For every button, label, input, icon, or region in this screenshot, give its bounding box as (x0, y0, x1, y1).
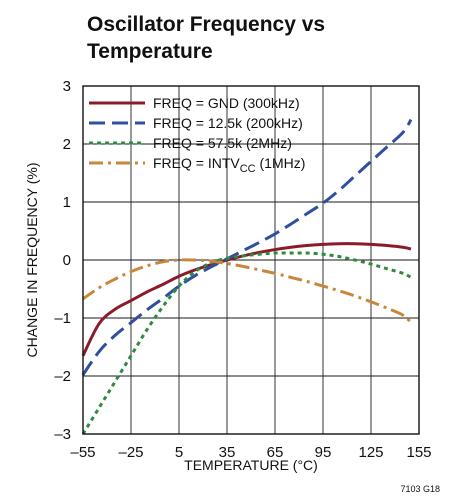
legend-label-subscript: CC (240, 163, 256, 175)
legend-label-main: FREQ = INTV (153, 155, 240, 171)
y-tick-labels: 3 2 1 0 –1 –2 –3 (54, 78, 71, 443)
x-tick-label: –55 (70, 444, 95, 461)
series-line-2 (81, 118, 413, 376)
x-tick-label: 125 (358, 444, 383, 461)
y-tick-label: 2 (63, 136, 71, 153)
legend-label-main: FREQ = GND (300kHz) (153, 95, 300, 111)
x-tick-label: –25 (118, 444, 143, 461)
legend-label-1: FREQ = GND (300kHz) (153, 95, 300, 111)
legend-label-tail: (1MHz) (256, 155, 306, 171)
legend-label-main: FREQ = 57.5k (2MHz) (153, 135, 292, 151)
x-axis-label: TEMPERATURE (°C) (184, 457, 318, 473)
y-tick-label: –2 (54, 368, 71, 385)
series-line-4 (82, 258, 413, 324)
series-line-3 (81, 251, 412, 435)
y-tick-label: –3 (54, 426, 71, 443)
title-line: Oscillator Frequency vs (87, 13, 325, 36)
legend-label-2: FREQ = 12.5k (200kHz) (153, 115, 303, 131)
y-tick-label: 1 (63, 194, 71, 211)
legend-label-main: FREQ = 12.5k (200kHz) (153, 115, 303, 131)
x-tick-label: 65 (267, 444, 284, 461)
x-tick-label: 5 (175, 444, 183, 461)
y-axis-label: CHANGE IN FREQUENCY (%) (24, 163, 40, 358)
series-lines (81, 118, 413, 435)
x-tick-labels: –55 –25 5 35 65 95 125 155 (70, 444, 431, 461)
legend-label-3: FREQ = 57.5k (2MHz) (153, 135, 292, 151)
title-line: Temperature (87, 40, 213, 63)
y-tick-label: –1 (54, 310, 71, 327)
plot-frame (82, 85, 420, 435)
grid (82, 85, 420, 435)
x-tick-label: 95 (315, 444, 332, 461)
legend: FREQ = GND (300kHz) FREQ = 12.5k (200kHz)… (89, 95, 305, 175)
x-tick-label: 155 (406, 444, 431, 461)
x-tick-label: 35 (219, 444, 236, 461)
figure-id: 7103 G18 (400, 484, 440, 494)
legend-label-4: FREQ = INTVCC (1MHz) (153, 155, 305, 175)
chart-title: Oscillator Frequency vs Temperature (87, 13, 325, 63)
y-tick-label: 3 (63, 78, 71, 95)
y-tick-label: 0 (63, 252, 71, 269)
